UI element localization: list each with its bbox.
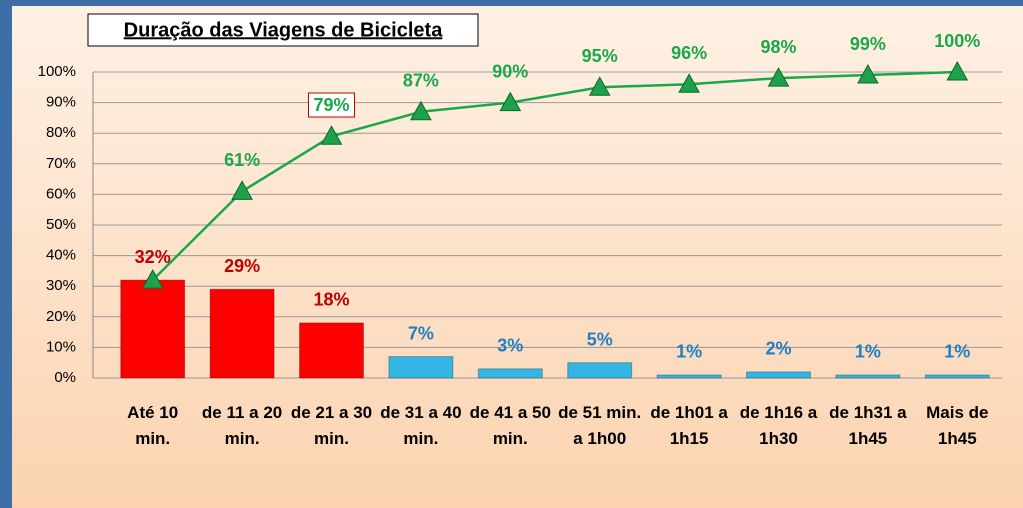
x-tick-label: de 1h31 a 1h45 xyxy=(829,403,907,448)
line-label: 100% xyxy=(934,31,980,51)
marker xyxy=(141,269,164,289)
bar-label: 18% xyxy=(313,290,349,310)
marker xyxy=(410,100,432,121)
bar-label: 2% xyxy=(765,339,791,359)
bar xyxy=(924,374,990,379)
y-tick-label: 40% xyxy=(46,247,76,264)
y-tick-label: 90% xyxy=(46,94,76,111)
line-label: 79% xyxy=(313,95,349,115)
line-label: 61% xyxy=(224,150,260,170)
line-label: 90% xyxy=(492,61,528,81)
y-tick-label: 10% xyxy=(46,338,76,355)
marker xyxy=(499,91,522,112)
bar-label: 32% xyxy=(135,247,171,267)
y-tick-label: 70% xyxy=(46,155,76,172)
line xyxy=(151,70,958,281)
marker xyxy=(946,60,969,81)
label-box xyxy=(307,92,356,118)
panel xyxy=(12,6,1023,508)
y-tick-label: 100% xyxy=(38,63,76,80)
bar xyxy=(388,356,454,379)
x-tick-label: de 1h01 a 1h15 xyxy=(650,403,728,448)
bar xyxy=(746,371,811,379)
x-tick-label: Mais de 1h45 xyxy=(926,403,989,448)
marker xyxy=(857,64,879,84)
y-tick-label: 80% xyxy=(46,124,76,141)
bar xyxy=(209,288,275,379)
bar-label: 3% xyxy=(497,336,523,356)
bar-label: 29% xyxy=(224,256,260,276)
x-tick-label: de 31 a 40 min. xyxy=(380,403,462,448)
x-tick-label: de 41 a 50 min. xyxy=(469,403,551,448)
x-tick-label: de 11 a 20 min. xyxy=(201,403,283,448)
y-tick-label: 30% xyxy=(46,277,76,294)
y-tick-label: 20% xyxy=(46,308,76,325)
marker xyxy=(588,76,611,96)
y-tick-label: 0% xyxy=(54,369,76,386)
line-label: 98% xyxy=(760,37,796,57)
line-label: 95% xyxy=(582,46,618,66)
bar xyxy=(477,368,543,379)
marker xyxy=(767,67,790,87)
x-tick-label: de 21 a 30 min. xyxy=(290,403,373,448)
marker xyxy=(678,73,700,93)
y-tick-label: 60% xyxy=(46,185,76,202)
title-box xyxy=(87,13,479,47)
bar-label: 7% xyxy=(408,323,434,343)
bar xyxy=(299,322,364,379)
bar-label: 5% xyxy=(587,329,613,349)
marker xyxy=(231,180,253,200)
line-label: 87% xyxy=(403,71,439,91)
bar-label: 1% xyxy=(676,342,702,362)
bar xyxy=(120,279,186,379)
bar xyxy=(835,374,901,379)
chart-title: Duração das Viagens de Bicicleta xyxy=(124,19,444,41)
y-tick-label: 50% xyxy=(46,216,76,233)
marker xyxy=(320,125,343,145)
line-label: 96% xyxy=(671,43,707,63)
bar xyxy=(567,362,633,379)
bar xyxy=(656,374,722,379)
x-tick-label: de 51 min. a 1h00 xyxy=(558,403,642,448)
bar-label: 1% xyxy=(855,342,881,362)
line-label: 99% xyxy=(850,34,886,54)
x-tick-label: de 1h16 a 1h30 xyxy=(739,403,818,448)
x-tick-label: Até 10 min. xyxy=(127,403,179,448)
bar-label: 1% xyxy=(944,342,970,362)
